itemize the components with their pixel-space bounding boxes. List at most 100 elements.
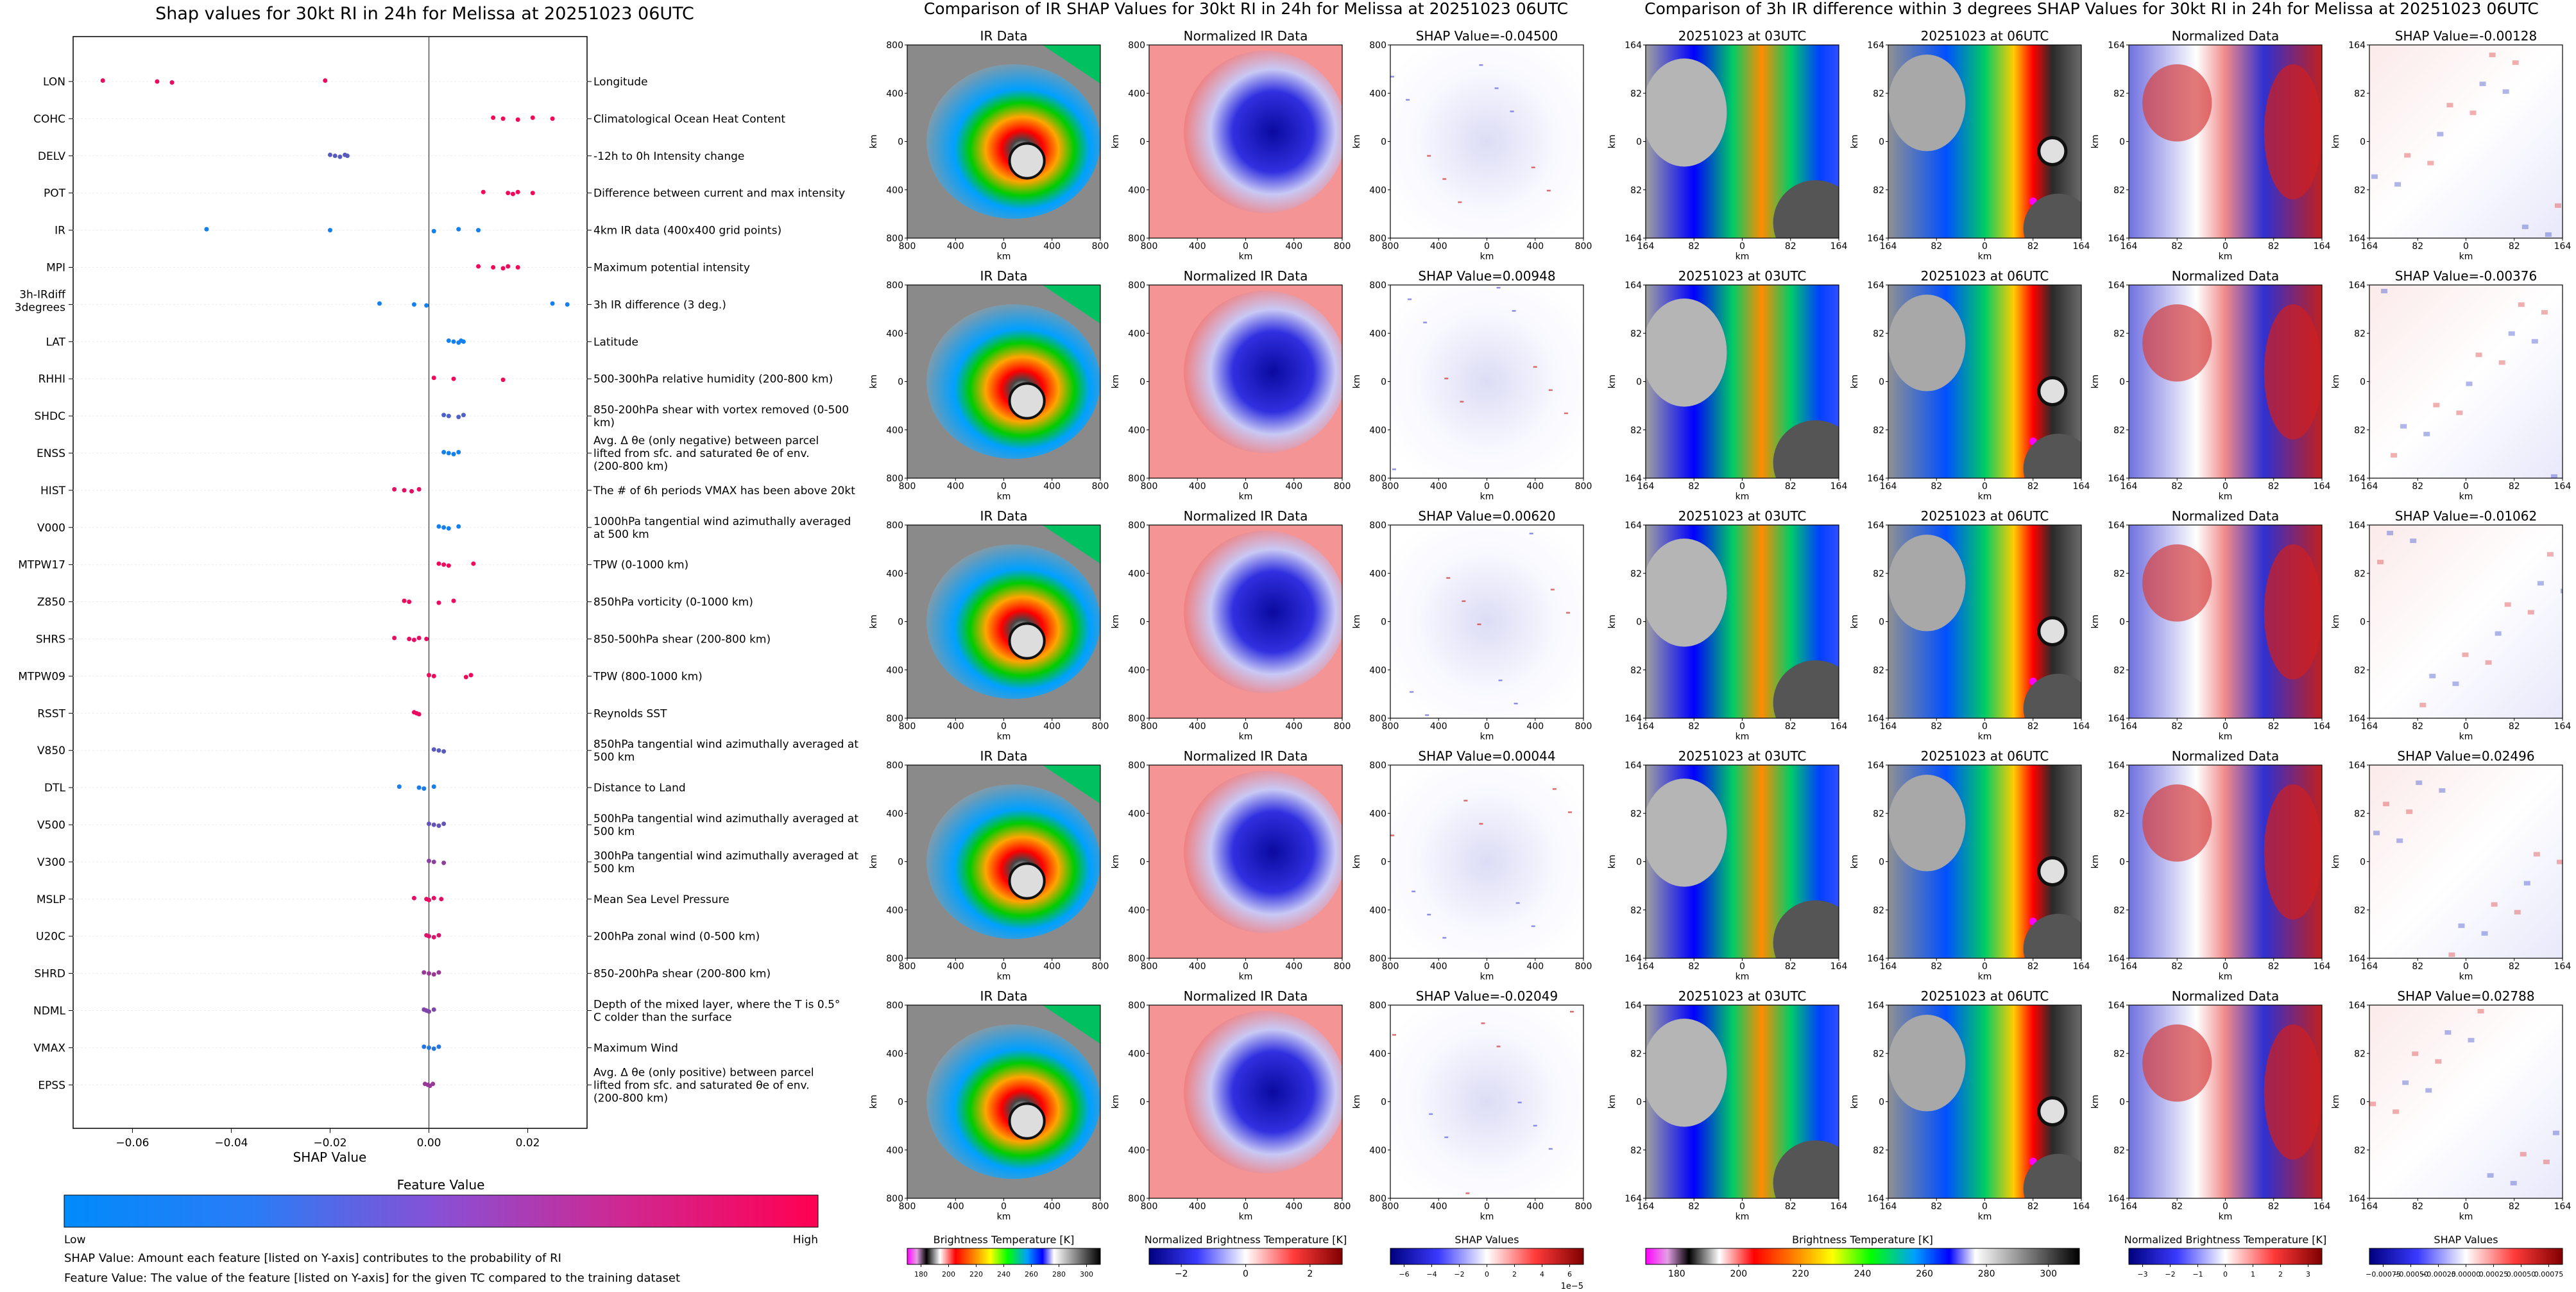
colorbar-label: Brightness Temperature [K] xyxy=(934,1234,1075,1246)
panel-y-tick-label: 400 xyxy=(1369,426,1386,436)
panel-y-tick-label: 164 xyxy=(1625,521,1642,531)
panel-y-tick-label: 400 xyxy=(886,1146,903,1156)
panel-x-tick-label: 0 xyxy=(2463,721,2469,732)
panel-x-axis-label: km xyxy=(1736,732,1750,742)
panel-y-tick-label: 82 xyxy=(1873,809,1884,819)
feature-description: 850hPa tangential wind azimuthally avera… xyxy=(593,738,858,751)
feature-description: 850-500hPa shear (200-800 km) xyxy=(593,633,771,646)
beeswarm-x-ticks: −0.06 −0.04 −0.02 0.00 0.02 xyxy=(115,1128,540,1150)
colorbar-tick-label: 280 xyxy=(1052,1270,1066,1279)
panel-image xyxy=(1390,525,1583,718)
panel-title: SHAP Value=0.00948 xyxy=(1418,268,1555,284)
heatmap-panel: Normalized Data 164 82 0 82 164 km 164 82 0 82 164 k… xyxy=(2090,28,2330,262)
panel-y-tick-label: 82 xyxy=(1630,185,1642,196)
panel-y-axis-label: km xyxy=(2331,135,2341,149)
feature-label: MTPW17 xyxy=(18,559,65,572)
panel-x-tick-label: 0 xyxy=(2222,1202,2228,1212)
shap-point-3h-irdiff-3degrees xyxy=(411,302,416,307)
panel-x-axis-label: km xyxy=(1239,732,1253,742)
shap-point-ir xyxy=(328,228,332,233)
panel-x-tick-label: 82 xyxy=(1688,241,1700,252)
panel-y-tick-label: 0 xyxy=(1879,137,1884,148)
panel-x-tick-label: 400 xyxy=(1285,481,1302,492)
feature-description: 200hPa zonal wind (0-500 km) xyxy=(593,931,760,943)
panel-y-tick-label: 164 xyxy=(2348,234,2366,244)
shap-point-z850 xyxy=(451,598,456,603)
shap-point-z850 xyxy=(402,598,407,603)
panel-x-axis-label: km xyxy=(2459,732,2473,742)
panel-x-tick-label: 400 xyxy=(1043,481,1061,492)
feature-description: 850-200hPa shear with vortex removed (0-… xyxy=(593,404,849,417)
beeswarm-x-tick-label: −0.04 xyxy=(214,1137,248,1150)
panel-image xyxy=(1149,45,1342,238)
shap-point-mslp xyxy=(427,897,432,902)
colorbar-tick-label: −6 xyxy=(1399,1270,1409,1279)
panel-x-tick-label: 400 xyxy=(1043,241,1061,252)
panel-y-tick-label: 0 xyxy=(1636,617,1642,628)
panel-y-tick-label: 82 xyxy=(1873,1049,1884,1059)
panel-x-tick-label: 82 xyxy=(2412,481,2423,492)
panel-x-tick-label: 800 xyxy=(899,481,916,492)
shap-point-shrs xyxy=(411,637,416,642)
shap-point-ndml xyxy=(427,1009,432,1014)
panel-y-axis-label: km xyxy=(2331,375,2341,389)
panel-x-tick-label: 400 xyxy=(1285,961,1302,972)
panel-y-axis-label: km xyxy=(1352,375,1362,389)
panel-x-axis-label: km xyxy=(997,492,1011,502)
colorbar: Normalized Brightness Temperature [K] −3 −… xyxy=(2124,1234,2327,1279)
panel-image xyxy=(1646,765,1839,958)
panel-x-tick-label: 82 xyxy=(2027,1202,2039,1212)
feature-label: 3h-IRdiff xyxy=(19,288,66,301)
panel-title: Normalized IR Data xyxy=(1184,508,1308,524)
panel-image xyxy=(907,45,1100,238)
shap-point-hist xyxy=(402,488,407,493)
shap-point-ndml xyxy=(431,1007,436,1012)
panel-x-tick-label: 400 xyxy=(1043,961,1061,972)
panel-y-tick-label: 82 xyxy=(1873,426,1884,436)
panel-y-tick-label: 800 xyxy=(886,474,903,484)
panel-y-tick-label: 800 xyxy=(886,234,903,244)
panel-x-tick-label: 164 xyxy=(2073,721,2090,732)
panel-y-tick-label: 164 xyxy=(2108,280,2125,291)
panel-x-tick-label: 164 xyxy=(2314,721,2331,732)
heatmap-panel: Normalized Data 164 82 0 82 164 km 164 82 0 82 164 k… xyxy=(2090,988,2330,1222)
panel-image xyxy=(1149,525,1342,718)
panel-y-tick-label: 400 xyxy=(1128,1146,1145,1156)
panel-y-tick-label: 400 xyxy=(886,666,903,676)
shap-point-shdc xyxy=(441,413,447,418)
panel-x-tick-label: 0 xyxy=(1243,961,1249,972)
colorbar-tick-label: −0.00075 xyxy=(2366,1270,2401,1279)
panel-x-tick-label: 82 xyxy=(2171,1202,2183,1212)
heatmap-panel: SHAP Value=-0.04500 800 400 0 400 800 km 800 400… xyxy=(1352,28,1592,262)
panel-x-tick-label: 800 xyxy=(1141,721,1158,732)
feature-label: LON xyxy=(43,76,65,89)
panel-y-axis-label: km xyxy=(1352,135,1362,149)
panel-y-tick-label: 800 xyxy=(1369,714,1386,724)
panel-x-tick-label: 82 xyxy=(2027,481,2039,492)
colorbar-tick-label: 3 xyxy=(2306,1270,2310,1279)
panel-y-tick-label: 164 xyxy=(1867,954,1884,964)
shap-point-v000 xyxy=(436,524,441,529)
panel-y-tick-label: 82 xyxy=(1873,185,1884,196)
panel-x-tick-label: 164 xyxy=(2120,481,2138,492)
panel-y-tick-label: 0 xyxy=(898,857,903,868)
feature-description: TPW (800-1000 km) xyxy=(593,670,703,683)
panel-x-tick-label: 800 xyxy=(1382,961,1399,972)
feature-label: MTPW09 xyxy=(18,670,65,683)
colorbar-tick-label: 0 xyxy=(2223,1270,2228,1279)
panel-y-tick-label: 164 xyxy=(2348,474,2366,484)
panel-y-axis-label: km xyxy=(1607,615,1617,629)
shap-point-vmax xyxy=(427,1045,432,1050)
shap-point-lat xyxy=(461,339,466,344)
beeswarm-gridlines xyxy=(73,81,587,1085)
panel-y-axis-label: km xyxy=(1352,855,1362,869)
panel-x-axis-label: km xyxy=(1978,492,1992,502)
shap-point-mpi xyxy=(500,266,506,271)
feature-description: 500 km xyxy=(593,751,635,764)
panel-title: Normalized IR Data xyxy=(1184,988,1308,1004)
shap-point-vmax xyxy=(422,1044,427,1049)
feature-description: Reynolds SST xyxy=(593,707,667,720)
panel-y-tick-label: 0 xyxy=(1879,857,1884,868)
